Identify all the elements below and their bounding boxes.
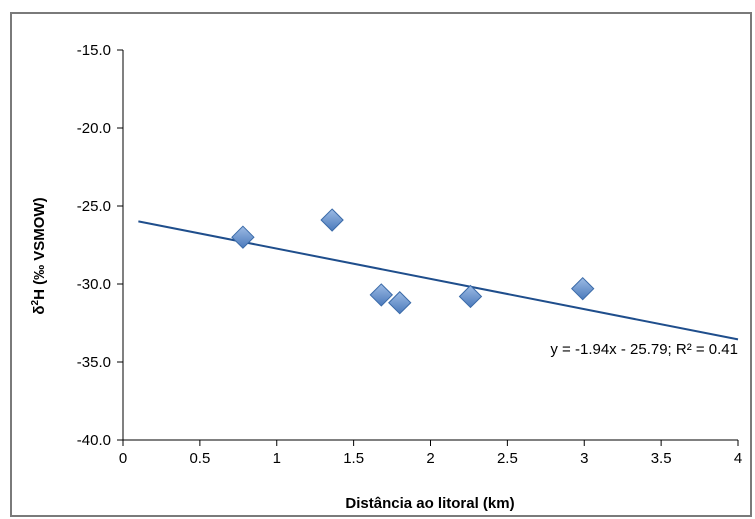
x-tick-label: 3 [580, 450, 588, 467]
y-tick-label: -15.0 [77, 42, 111, 59]
x-tick-label: 3.5 [651, 450, 672, 467]
x-tick-label: 0 [119, 450, 127, 467]
y-axis-title-delta: δ [31, 305, 48, 314]
y-tick-label: -40.0 [77, 432, 111, 449]
trendline-group [138, 220, 739, 341]
y-tick-label: -35.0 [77, 354, 111, 371]
data-point [369, 283, 394, 307]
x-tick-label: 4 [734, 450, 742, 467]
y-tick-label: -20.0 [77, 120, 111, 137]
trendline-equation: y = -1.94x - 25.79; R² = 0.41 [550, 341, 738, 358]
y-axis-title-rest: H (‰ VSMOW) [31, 197, 48, 300]
x-tick-label: 1 [273, 450, 281, 467]
data-point [571, 276, 595, 301]
data-point [458, 284, 483, 309]
y-tick-label: -30.0 [77, 276, 111, 293]
trendline [138, 220, 739, 341]
x-tick-label: 1.5 [343, 450, 364, 467]
x-tick-label: 0.5 [189, 450, 210, 467]
data-points [231, 208, 595, 315]
data-point [320, 208, 344, 232]
y-axis-title: δ2H (‰ VSMOW) [30, 197, 48, 314]
x-axis-title: Distância ao litoral (km) [345, 495, 514, 512]
data-point [231, 225, 255, 249]
data-point [388, 291, 412, 315]
y-axis-title-superscript: 2 [30, 299, 41, 305]
y-tick-label: -25.0 [77, 198, 111, 215]
chart-frame [10, 12, 752, 517]
axes: -15.0 -20.0 -25.0 -30.0 -35.0 -40.0 0 0.5 1 1.5 2 2… [77, 42, 742, 467]
x-tick-label: 2 [426, 450, 434, 467]
x-tick-label: 2.5 [497, 450, 518, 467]
